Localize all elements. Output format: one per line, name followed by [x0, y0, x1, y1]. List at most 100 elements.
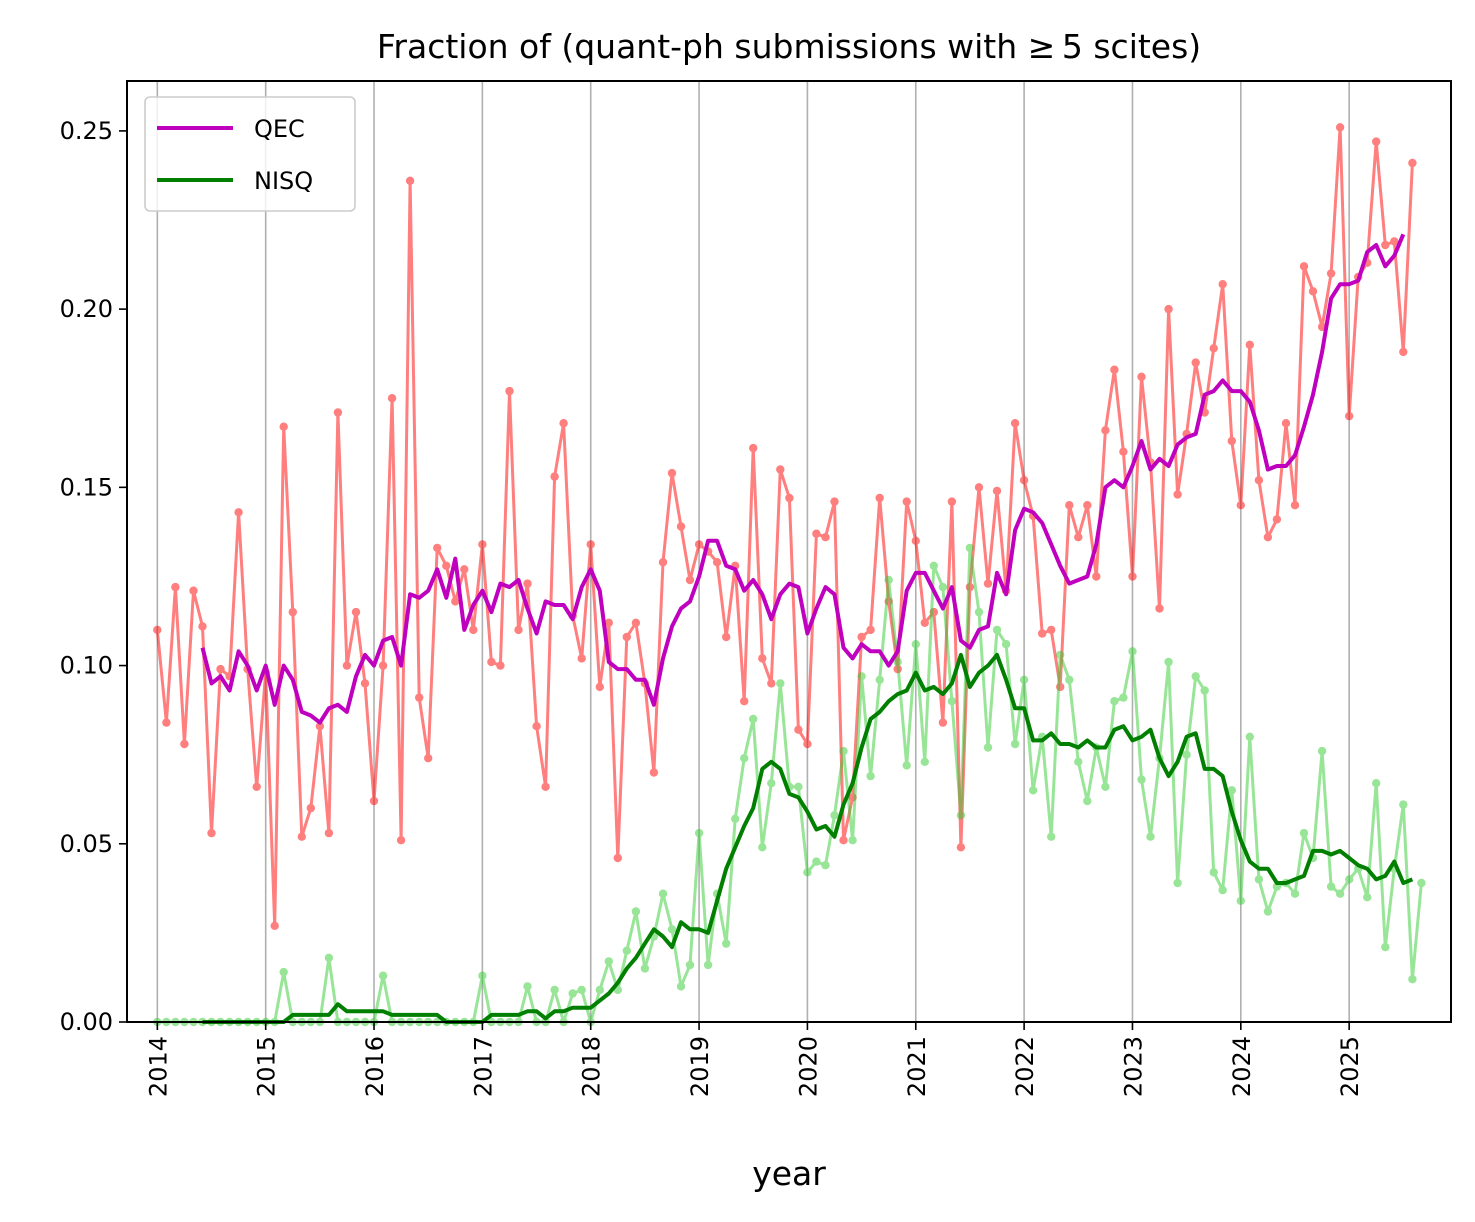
data-point: [1417, 878, 1426, 888]
data-point: [532, 722, 541, 731]
data-point: [405, 176, 415, 185]
data-point: [1065, 501, 1074, 510]
data-point: [731, 814, 740, 823]
y-tick-label: 0.05: [60, 830, 113, 858]
data-point: [1056, 650, 1065, 660]
data-point: [911, 536, 920, 545]
x-tick-label: 2019: [686, 1036, 714, 1097]
data-point: [1173, 490, 1182, 499]
data-point: [279, 422, 288, 431]
data-point: [541, 782, 550, 791]
data-point: [866, 625, 875, 635]
data-point: [956, 811, 966, 820]
data-point: [974, 607, 984, 617]
x-tick-label: 2020: [794, 1036, 822, 1097]
data-point: [568, 989, 577, 998]
data-point: [893, 657, 902, 667]
data-point: [794, 725, 803, 734]
data-point: [1335, 123, 1345, 132]
y-tick-label: 0.00: [60, 1008, 113, 1036]
data-point: [1254, 875, 1264, 884]
data-point: [514, 625, 523, 635]
data-point: [848, 836, 857, 845]
data-point: [857, 632, 866, 642]
data-point: [496, 661, 505, 670]
data-point: [812, 857, 821, 866]
data-point: [685, 575, 695, 585]
data-point: [270, 921, 279, 930]
data-point: [577, 985, 586, 995]
data-point: [758, 843, 767, 852]
data-point: [442, 561, 451, 570]
data-point: [1010, 739, 1020, 749]
data-point: [1074, 757, 1083, 766]
legend-label-nisq: NISQ: [254, 167, 313, 195]
data-point: [369, 796, 379, 806]
data-point: [703, 960, 713, 970]
data-point: [622, 632, 631, 642]
data-point: [1363, 893, 1372, 902]
data-point: [694, 540, 704, 549]
data-point: [559, 419, 568, 428]
data-point: [866, 771, 875, 781]
data-point: [469, 625, 478, 635]
data-point: [676, 982, 686, 991]
data-point: [1299, 262, 1309, 271]
data-point: [1381, 240, 1390, 250]
data-point: [740, 754, 749, 763]
data-point: [722, 632, 731, 642]
data-point: [983, 743, 993, 752]
plot-area: [153, 123, 1426, 1027]
data-point: [1326, 882, 1336, 891]
data-point: [1038, 629, 1047, 638]
data-point: [162, 718, 171, 727]
data-point: [1326, 269, 1336, 278]
data-point: [487, 657, 496, 667]
data-point: [785, 493, 794, 503]
chart-title: Fraction of (quant-ph submissions with ≥…: [377, 27, 1201, 66]
data-point: [1227, 786, 1237, 795]
data-point: [595, 682, 604, 692]
data-point: [324, 828, 334, 838]
data-point: [1408, 975, 1417, 984]
data-point: [1263, 907, 1273, 916]
y-tick-label: 0.25: [60, 117, 113, 145]
data-point: [1137, 775, 1146, 784]
data-point: [1128, 647, 1137, 656]
data-point: [1119, 447, 1128, 456]
data-point: [658, 889, 668, 898]
data-point: [667, 925, 677, 934]
data-point: [830, 811, 839, 820]
data-point: [333, 408, 343, 417]
data-point: [974, 483, 984, 492]
data-point: [803, 739, 812, 749]
data-point: [1381, 942, 1390, 952]
data-point: [1119, 693, 1128, 702]
data-point: [1101, 426, 1110, 435]
data-point: [153, 625, 162, 635]
data-point: [1191, 358, 1200, 367]
data-point: [767, 679, 776, 688]
data-point: [378, 971, 388, 980]
data-point: [1083, 796, 1092, 806]
data-point: [965, 543, 975, 553]
data-point: [1218, 280, 1227, 289]
data-point: [315, 722, 325, 731]
data-point: [180, 739, 189, 749]
data-point: [613, 853, 622, 863]
data-point: [1019, 476, 1029, 485]
data-point: [676, 522, 686, 531]
data-point: [378, 661, 388, 670]
data-point: [622, 946, 631, 955]
data-point: [1272, 515, 1282, 524]
data-point: [478, 540, 487, 549]
data-point: [505, 386, 514, 396]
series-nisq-monthly: [153, 543, 1426, 1027]
data-point: [451, 597, 460, 606]
data-point: [749, 714, 758, 724]
data-point: [947, 497, 957, 506]
data-point: [1299, 828, 1309, 838]
data-point: [658, 558, 668, 567]
data-point: [1191, 672, 1200, 681]
data-point: [685, 960, 695, 970]
